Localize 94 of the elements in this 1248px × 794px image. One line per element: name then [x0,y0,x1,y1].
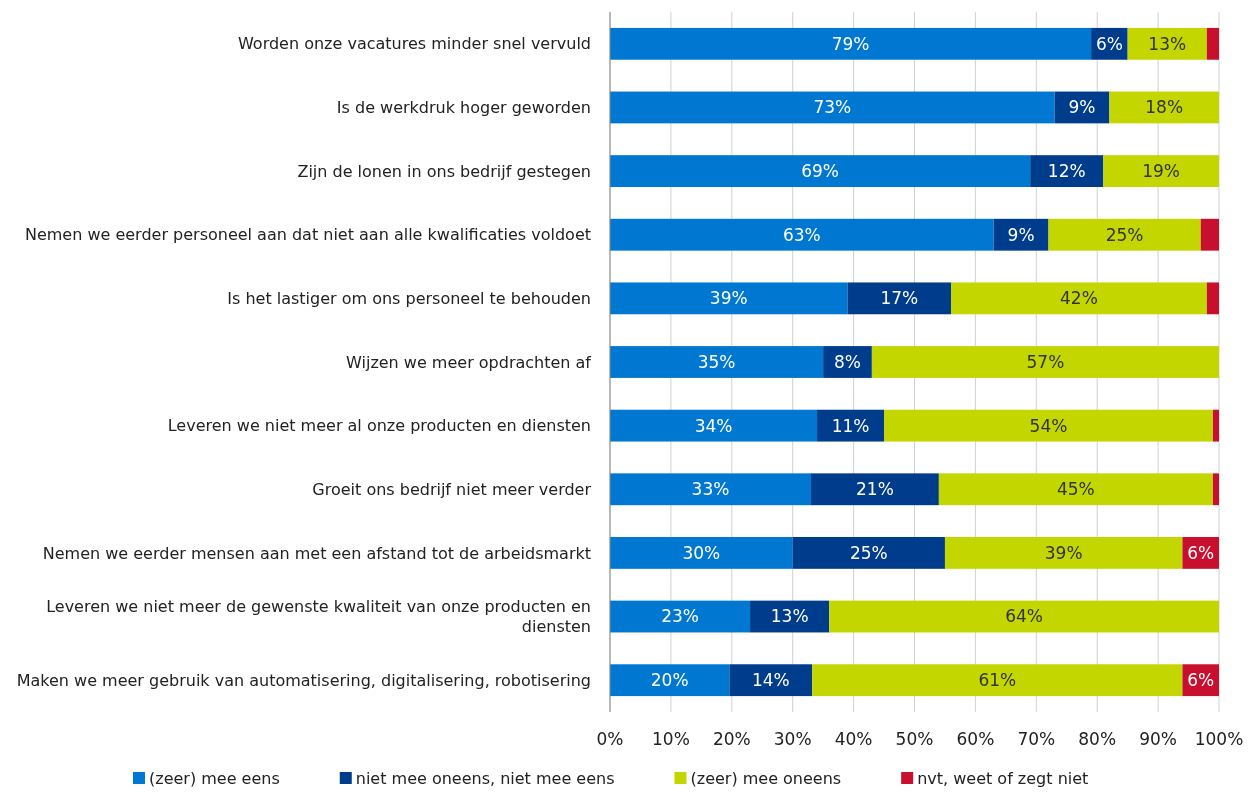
legend-label: (zeer) mee oneens [690,769,842,788]
data-label: 39% [709,288,748,309]
y-tick-label: Worden onze vacatures minder snel vervuld [237,34,591,54]
bar [1206,27,1219,60]
data-label: 6% [1187,542,1215,563]
data-label: 39% [1044,542,1083,563]
y-tick-label: Maken we meer gebruik van automatisering, digitalisering, robotisering [16,670,591,690]
data-label: 21% [856,479,894,500]
bar [810,473,939,506]
data-label: 45% [1056,479,1095,500]
data-label: 69% [801,161,839,182]
data-label: 13% [1148,33,1187,54]
data-label: 17% [880,288,919,309]
data-label: 9% [1007,224,1035,245]
bar [944,537,1183,569]
x-tick-label: 50% [895,729,934,749]
legend-label: nvt, weet of zegt niet [917,769,1089,788]
data-label: 14% [751,670,790,691]
x-tick-label: 90% [1139,729,1177,749]
data-label: 25% [1105,224,1144,245]
y-tick-label: Nemen we eerder personeel aan dat niet aan alle kwalificaties voldoet [24,225,591,245]
y-tick-label: Wijzen we meer opdrachten af [346,352,592,372]
x-tick-label: 0% [596,729,624,749]
bar [817,409,885,442]
x-tick-label: 10% [652,729,690,749]
data-label: 33% [691,479,730,500]
data-label: 73% [813,97,852,118]
data-label: 8% [834,351,861,372]
data-label: 79% [831,33,870,54]
data-label: 12% [1047,161,1086,182]
y-tick-label: Zijn de lonen in ons bedrijf gestegen [297,161,591,181]
data-label: 34% [694,415,733,436]
data-label: 19% [1142,161,1181,182]
data-label: 11% [831,415,870,436]
data-label: 23% [661,606,699,627]
bar [938,473,1213,506]
x-tick-label: 30% [773,729,812,749]
bar [610,282,848,315]
bar [1048,218,1201,251]
bar [610,27,1092,60]
x-tick-label: 70% [1017,729,1056,749]
bar [829,600,1219,633]
bar [1212,409,1219,442]
data-label: 54% [1029,415,1068,436]
y-tick-label: Is het lastiger om ons personeel te behouden [227,288,591,308]
bar [610,473,811,506]
data-label: 20% [650,670,689,691]
bar [610,346,824,378]
x-tick-label: 40% [834,729,873,749]
data-label: 18% [1145,97,1184,118]
data-label: 9% [1068,97,1096,118]
y-tick-label: Is de werkdruk hoger geworden [336,98,591,118]
data-label: 42% [1060,288,1098,309]
y-tick-label: Leveren we niet meer al onze producten en diensten [167,416,591,436]
x-tick-label: 80% [1078,729,1117,749]
y-tick-label: Groeit ons bedrijf niet meer verder [312,479,592,499]
bar [610,409,818,442]
bar [610,537,793,569]
x-tick-label: 20% [712,729,751,749]
data-label: 64% [1005,606,1044,627]
y-tick-label: Leveren we niet meer de gewenste kwaliteit van onze producten en diensten [46,597,591,637]
x-tick-label: 100% [1194,729,1244,749]
bar [884,409,1213,442]
bar [1127,27,1207,60]
data-label: 25% [849,542,888,563]
bar [951,282,1207,315]
bar [812,664,1183,697]
bar [871,346,1219,378]
bar [1206,282,1219,315]
data-label: 6% [1187,670,1215,691]
bar [1030,155,1104,187]
bar [1109,91,1219,124]
bar [610,218,994,251]
data-label: 57% [1026,351,1065,372]
y-tick-label: Nemen we eerder mensen aan met een afstand tot de arbeidsmarkt [42,543,591,563]
data-label: 35% [697,351,736,372]
bar [610,91,1055,124]
data-label: 63% [782,224,821,245]
bar [610,600,751,633]
x-tick-label: 60% [956,729,995,749]
bar [1212,473,1219,506]
bar [847,282,952,315]
data-label: 30% [682,542,721,563]
legend-label: niet mee oneens, niet mee eens [355,769,615,788]
bar [610,664,730,697]
bar [610,155,1031,187]
bar [1103,155,1219,187]
data-label: 61% [978,670,1017,691]
bar [792,537,945,569]
bar [729,664,813,697]
legend-label: (zeer) mee eens [149,769,280,788]
data-label: 6% [1095,33,1123,54]
bar [1200,218,1219,251]
data-label: 13% [770,606,809,627]
